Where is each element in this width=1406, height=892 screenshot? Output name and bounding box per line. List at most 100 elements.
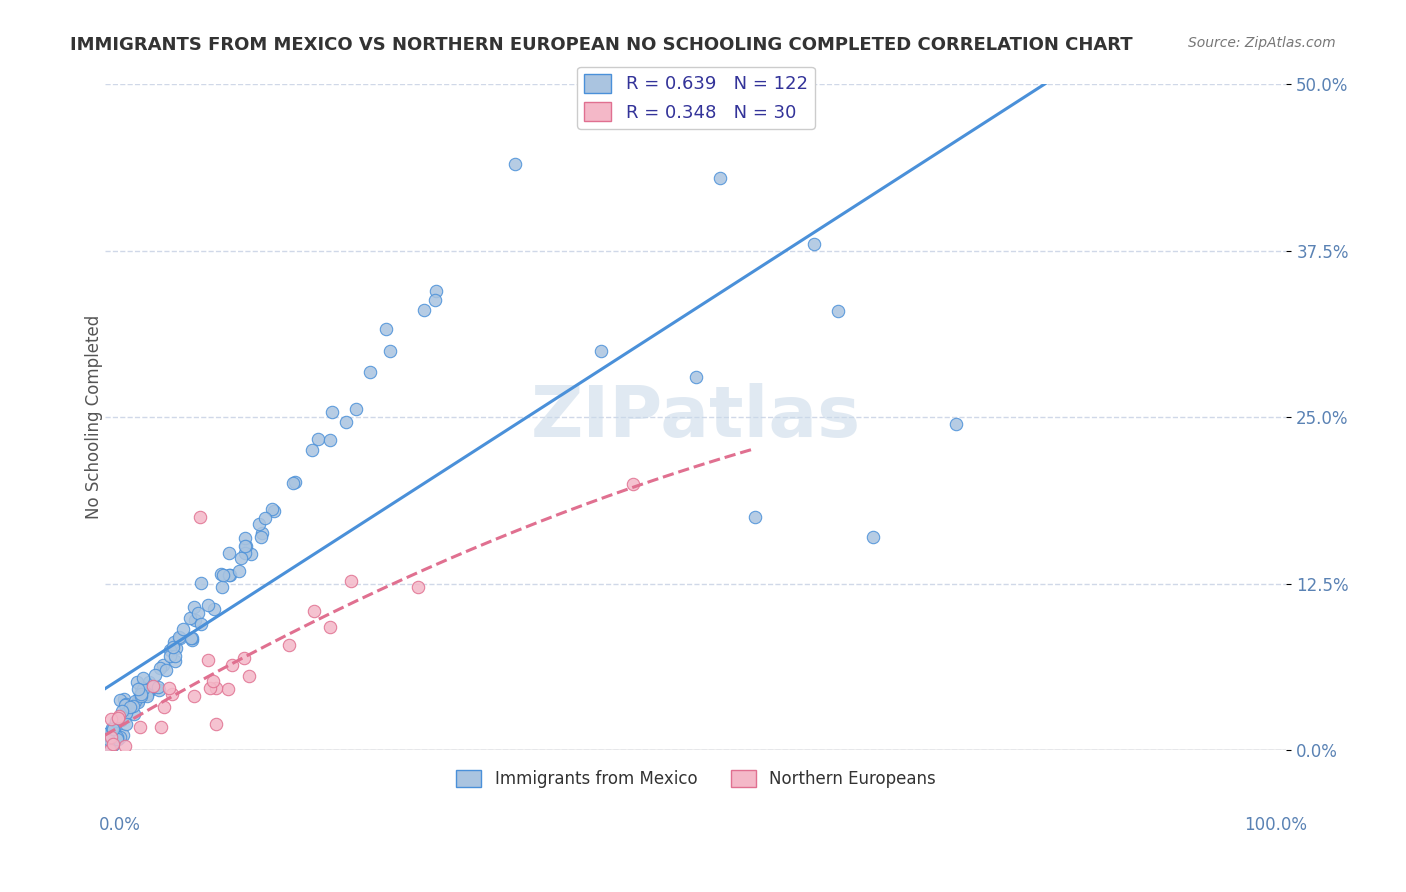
Text: 100.0%: 100.0% xyxy=(1244,815,1308,833)
Text: 0.0%: 0.0% xyxy=(98,815,141,833)
Immigrants from Mexico xyxy=(335,415,357,429)
Northern Europeans xyxy=(100,712,122,726)
Immigrants from Mexico xyxy=(165,640,187,655)
Immigrants from Mexico xyxy=(101,738,124,752)
Immigrants from Mexico xyxy=(96,739,118,753)
Immigrants from Mexico xyxy=(101,736,124,750)
Immigrants from Mexico xyxy=(180,631,202,645)
Immigrants from Mexico xyxy=(284,475,307,489)
Immigrants from Mexico xyxy=(425,293,447,308)
Legend: Immigrants from Mexico, Northern Europeans: Immigrants from Mexico, Northern Europea… xyxy=(450,764,942,795)
Immigrants from Mexico xyxy=(190,617,212,632)
Immigrants from Mexico xyxy=(163,654,186,668)
Immigrants from Mexico xyxy=(108,731,131,745)
Immigrants from Mexico xyxy=(152,658,174,673)
Immigrants from Mexico xyxy=(263,504,285,518)
Immigrants from Mexico xyxy=(378,343,401,358)
Northern Europeans xyxy=(278,638,301,652)
Northern Europeans xyxy=(153,699,176,714)
Immigrants from Mexico xyxy=(169,632,191,646)
Immigrants from Mexico xyxy=(107,732,129,747)
Immigrants from Mexico xyxy=(709,170,731,185)
Immigrants from Mexico xyxy=(159,643,181,657)
Immigrants from Mexico xyxy=(169,630,191,644)
Northern Europeans xyxy=(108,708,131,723)
Northern Europeans xyxy=(201,674,224,689)
Immigrants from Mexico xyxy=(131,682,153,697)
Immigrants from Mexico xyxy=(321,405,343,419)
Immigrants from Mexico xyxy=(235,539,257,553)
Immigrants from Mexico xyxy=(132,682,155,697)
Immigrants from Mexico xyxy=(149,661,172,675)
Immigrants from Mexico xyxy=(254,510,277,524)
Immigrants from Mexico xyxy=(229,551,252,566)
Immigrants from Mexico xyxy=(122,706,145,721)
Immigrants from Mexico xyxy=(110,713,132,727)
Immigrants from Mexico xyxy=(108,692,131,706)
Immigrants from Mexico xyxy=(218,546,240,560)
Immigrants from Mexico xyxy=(136,687,159,701)
Immigrants from Mexico xyxy=(146,680,169,694)
Immigrants from Mexico xyxy=(103,721,125,735)
Northern Europeans xyxy=(128,720,150,734)
Northern Europeans xyxy=(188,510,211,524)
Immigrants from Mexico xyxy=(179,611,201,625)
Text: ZIPatlas: ZIPatlas xyxy=(531,383,860,451)
Northern Europeans xyxy=(205,681,228,695)
Immigrants from Mexico xyxy=(129,689,152,703)
Immigrants from Mexico xyxy=(112,728,135,742)
Immigrants from Mexico xyxy=(591,343,613,358)
Immigrants from Mexico xyxy=(121,698,143,713)
Immigrants from Mexico xyxy=(115,697,138,711)
Immigrants from Mexico xyxy=(744,510,766,524)
Immigrants from Mexico xyxy=(97,731,120,746)
Immigrants from Mexico xyxy=(375,322,398,336)
Immigrants from Mexico xyxy=(129,686,152,700)
Immigrants from Mexico xyxy=(412,303,434,318)
Immigrants from Mexico xyxy=(148,683,170,698)
Immigrants from Mexico xyxy=(228,564,250,578)
Northern Europeans xyxy=(160,687,183,701)
Immigrants from Mexico xyxy=(138,674,160,689)
Immigrants from Mexico xyxy=(190,575,212,590)
Immigrants from Mexico xyxy=(100,730,122,744)
Immigrants from Mexico xyxy=(233,531,256,545)
Immigrants from Mexico xyxy=(111,704,134,718)
Northern Europeans xyxy=(302,604,325,618)
Immigrants from Mexico xyxy=(117,702,139,716)
Immigrants from Mexico xyxy=(94,727,117,741)
Immigrants from Mexico xyxy=(131,671,153,685)
Immigrants from Mexico xyxy=(127,681,149,696)
Immigrants from Mexico xyxy=(184,613,207,627)
Immigrants from Mexico xyxy=(159,648,181,663)
Immigrants from Mexico xyxy=(685,370,707,384)
Immigrants from Mexico xyxy=(114,709,136,723)
Immigrants from Mexico xyxy=(250,525,273,540)
Northern Europeans xyxy=(100,730,122,744)
Immigrants from Mexico xyxy=(233,546,256,560)
Immigrants from Mexico xyxy=(503,157,526,171)
Immigrants from Mexico xyxy=(100,721,122,735)
Y-axis label: No Schooling Completed: No Schooling Completed xyxy=(86,315,103,519)
Immigrants from Mexico xyxy=(104,730,127,744)
Immigrants from Mexico xyxy=(139,683,162,698)
Immigrants from Mexico xyxy=(101,722,124,736)
Immigrants from Mexico xyxy=(344,401,367,416)
Immigrants from Mexico xyxy=(218,568,240,582)
Immigrants from Mexico xyxy=(114,698,136,712)
Immigrants from Mexico xyxy=(827,303,849,318)
Immigrants from Mexico xyxy=(803,237,825,252)
Immigrants from Mexico xyxy=(118,700,141,714)
Immigrants from Mexico xyxy=(319,433,342,447)
Immigrants from Mexico xyxy=(283,476,305,491)
Northern Europeans xyxy=(221,657,243,672)
Northern Europeans xyxy=(114,739,136,753)
Immigrants from Mexico xyxy=(209,567,232,582)
Immigrants from Mexico xyxy=(136,689,159,703)
Immigrants from Mexico xyxy=(862,530,884,544)
Northern Europeans xyxy=(621,476,644,491)
Immigrants from Mexico xyxy=(98,741,121,756)
Immigrants from Mexico xyxy=(239,547,262,561)
Immigrants from Mexico xyxy=(112,692,135,706)
Text: IMMIGRANTS FROM MEXICO VS NORTHERN EUROPEAN NO SCHOOLING COMPLETED CORRELATION C: IMMIGRANTS FROM MEXICO VS NORTHERN EUROP… xyxy=(70,36,1133,54)
